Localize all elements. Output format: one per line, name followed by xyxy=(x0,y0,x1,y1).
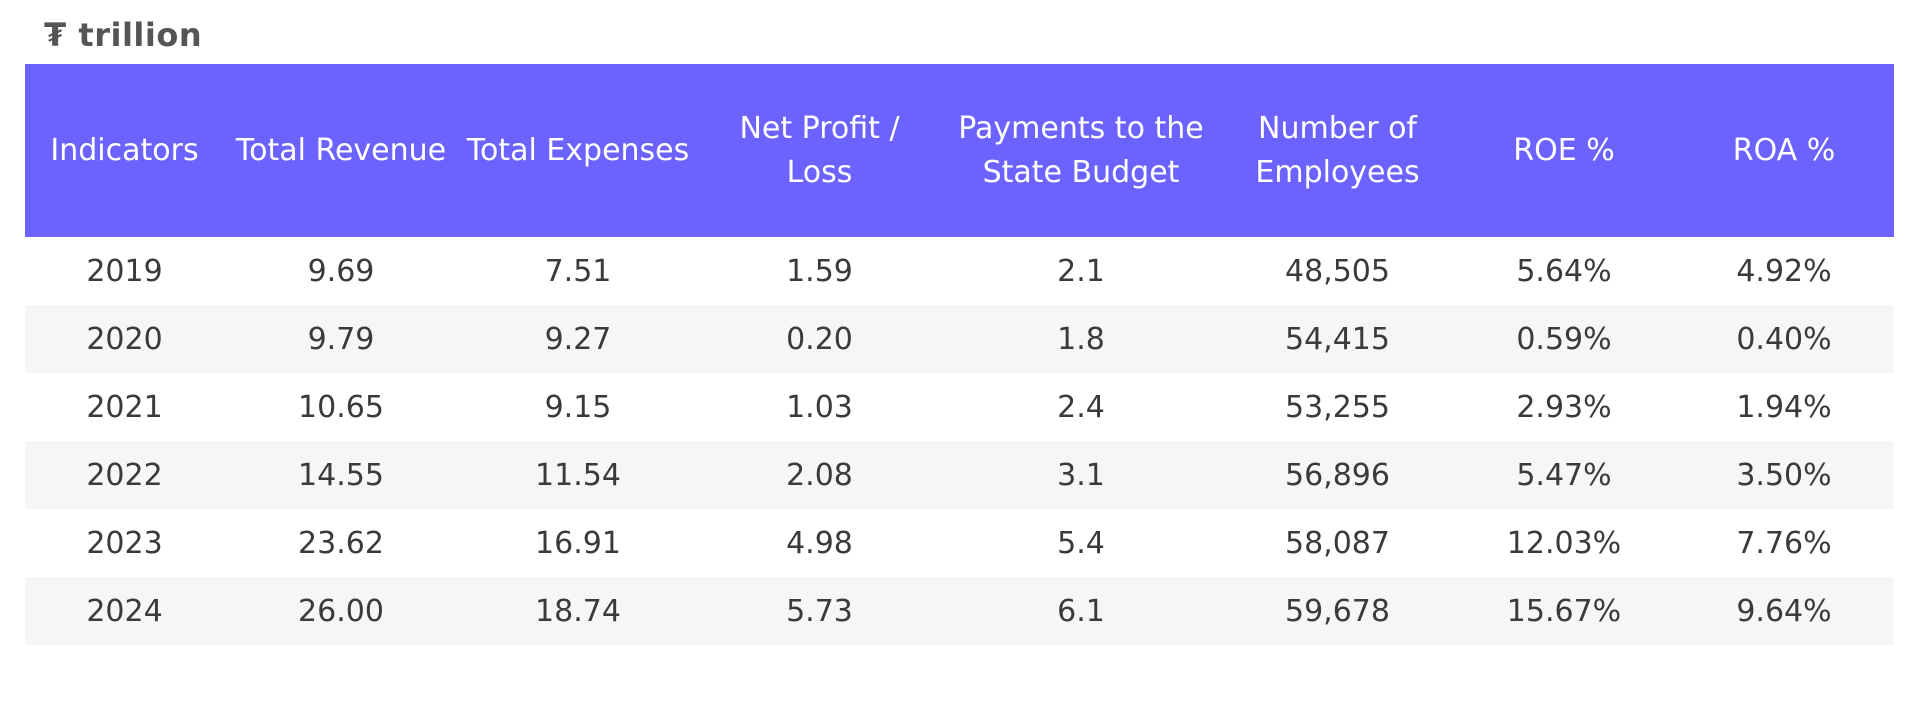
table-cell-roa: 1.94% xyxy=(1674,373,1894,441)
table-cell-total-expenses: 7.51 xyxy=(458,237,698,305)
table-cell-total-revenue: 10.65 xyxy=(224,373,458,441)
table-cell-net-profit-loss: 2.08 xyxy=(698,441,941,509)
table-cell-total-expenses: 9.15 xyxy=(458,373,698,441)
table-cell-payments-to-state-budget: 3.1 xyxy=(941,441,1221,509)
table-cell-payments-to-state-budget: 1.8 xyxy=(941,305,1221,373)
table-cell-indicators: 2020 xyxy=(25,305,224,373)
table-cell-total-revenue: 14.55 xyxy=(224,441,458,509)
table-cell-roe: 0.59% xyxy=(1454,305,1674,373)
table-cell-number-of-employees: 54,415 xyxy=(1221,305,1454,373)
unit-label: ₮ trillion xyxy=(44,16,203,54)
column-header-total-revenue: Total Revenue xyxy=(224,64,458,237)
table-cell-roe: 5.47% xyxy=(1454,441,1674,509)
table-cell-number-of-employees: 48,505 xyxy=(1221,237,1454,305)
table-row: 2024 26.00 18.74 5.73 6.1 59,678 15.67% 9.64% xyxy=(25,577,1894,645)
data-table: Indicators Total Revenue Total Expenses Net… xyxy=(25,64,1894,645)
table-cell-total-expenses: 16.91 xyxy=(458,509,698,577)
table-cell-indicators: 2021 xyxy=(25,373,224,441)
table-cell-total-revenue: 23.62 xyxy=(224,509,458,577)
table-row: 2020 9.79 9.27 0.20 1.8 54,415 0.59% 0.40% xyxy=(25,305,1894,373)
table-cell-roe: 12.03% xyxy=(1454,509,1674,577)
table-cell-total-expenses: 18.74 xyxy=(458,577,698,645)
table-cell-number-of-employees: 53,255 xyxy=(1221,373,1454,441)
table-cell-payments-to-state-budget: 2.4 xyxy=(941,373,1221,441)
table-row: 2021 10.65 9.15 1.03 2.4 53,255 2.93% 1.94% xyxy=(25,373,1894,441)
table-cell-payments-to-state-budget: 2.1 xyxy=(941,237,1221,305)
table-cell-total-expenses: 9.27 xyxy=(458,305,698,373)
table-cell-roa: 9.64% xyxy=(1674,577,1894,645)
column-header-net-profit-loss: Net Profit / Loss xyxy=(698,64,941,237)
column-header-roe: ROE % xyxy=(1454,64,1674,237)
table-cell-roa: 4.92% xyxy=(1674,237,1894,305)
table-cell-payments-to-state-budget: 5.4 xyxy=(941,509,1221,577)
column-header-payments-to-state-budget: Payments to the State Budget xyxy=(941,64,1221,237)
table-cell-number-of-employees: 56,896 xyxy=(1221,441,1454,509)
table-cell-net-profit-loss: 1.59 xyxy=(698,237,941,305)
table-cell-indicators: 2023 xyxy=(25,509,224,577)
table-cell-total-revenue: 26.00 xyxy=(224,577,458,645)
table-cell-total-revenue: 9.79 xyxy=(224,305,458,373)
column-header-total-expenses: Total Expenses xyxy=(458,64,698,237)
table-cell-net-profit-loss: 1.03 xyxy=(698,373,941,441)
table-cell-indicators: 2022 xyxy=(25,441,224,509)
table-header-row: Indicators Total Revenue Total Expenses Net… xyxy=(25,64,1894,237)
table-cell-indicators: 2019 xyxy=(25,237,224,305)
table-cell-net-profit-loss: 0.20 xyxy=(698,305,941,373)
table-cell-roa: 0.40% xyxy=(1674,305,1894,373)
table-body: 2019 9.69 7.51 1.59 2.1 48,505 5.64% 4.92% 2020 9… xyxy=(25,237,1894,645)
table-cell-roa: 7.76% xyxy=(1674,509,1894,577)
column-header-number-of-employees: Number of Employees xyxy=(1221,64,1454,237)
table-cell-number-of-employees: 58,087 xyxy=(1221,509,1454,577)
table-cell-total-revenue: 9.69 xyxy=(224,237,458,305)
table-row: 2023 23.62 16.91 4.98 5.4 58,087 12.03% 7.76% xyxy=(25,509,1894,577)
table-cell-roe: 15.67% xyxy=(1454,577,1674,645)
column-header-roa: ROA % xyxy=(1674,64,1894,237)
table-cell-roa: 3.50% xyxy=(1674,441,1894,509)
table-cell-indicators: 2024 xyxy=(25,577,224,645)
table-cell-roe: 2.93% xyxy=(1454,373,1674,441)
table-cell-net-profit-loss: 4.98 xyxy=(698,509,941,577)
financial-indicators-table: Indicators Total Revenue Total Expenses Net… xyxy=(25,64,1894,645)
table-row: 2022 14.55 11.54 2.08 3.1 56,896 5.47% 3.50% xyxy=(25,441,1894,509)
table-cell-number-of-employees: 59,678 xyxy=(1221,577,1454,645)
table-row: 2019 9.69 7.51 1.59 2.1 48,505 5.64% 4.92% xyxy=(25,237,1894,305)
table-cell-total-expenses: 11.54 xyxy=(458,441,698,509)
table-cell-net-profit-loss: 5.73 xyxy=(698,577,941,645)
table-cell-roe: 5.64% xyxy=(1454,237,1674,305)
column-header-indicators: Indicators xyxy=(25,64,224,237)
table-cell-payments-to-state-budget: 6.1 xyxy=(941,577,1221,645)
